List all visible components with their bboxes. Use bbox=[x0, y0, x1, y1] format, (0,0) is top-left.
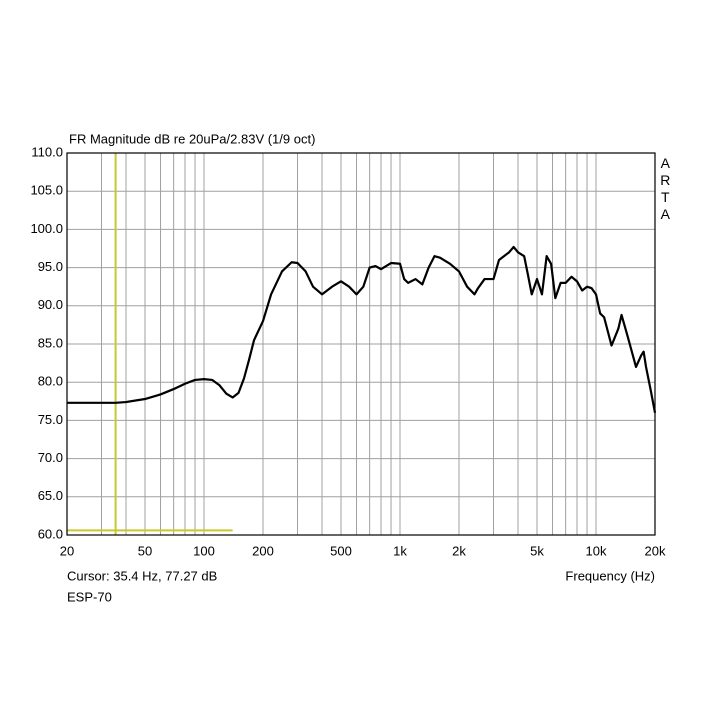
y-tick-label: 70.0 bbox=[38, 450, 63, 465]
y-tick-label: 110.0 bbox=[31, 144, 63, 159]
response-curve bbox=[67, 245, 657, 413]
x-tick-label: 500 bbox=[330, 543, 352, 558]
cursor-readout: Cursor: 35.4 Hz, 77.27 dB bbox=[67, 568, 217, 583]
y-tick-label: 80.0 bbox=[38, 374, 63, 389]
y-tick-label: 65.0 bbox=[38, 488, 63, 503]
chart-title: FR Magnitude dB re 20uPa/2.83V (1/9 oct) bbox=[69, 131, 315, 146]
y-tick-label: 85.0 bbox=[38, 335, 63, 350]
y-tick-label: 100.0 bbox=[30, 221, 63, 236]
watermark: ARTA bbox=[657, 155, 673, 223]
device-name: ESP-70 bbox=[67, 589, 112, 604]
x-axis-label: Frequency (Hz) bbox=[565, 568, 655, 583]
x-tick-label: 5k bbox=[530, 543, 544, 558]
x-tick-label: 200 bbox=[252, 543, 274, 558]
x-tick-label: 1k bbox=[393, 543, 407, 558]
plot-frame bbox=[66, 152, 656, 536]
x-tick-label: 20 bbox=[60, 543, 74, 558]
y-tick-label: 90.0 bbox=[38, 297, 63, 312]
x-tick-label: 20k bbox=[645, 543, 666, 558]
y-tick-label: 75.0 bbox=[38, 412, 63, 427]
y-tick-label: 60.0 bbox=[38, 526, 63, 541]
x-tick-label: 2k bbox=[452, 543, 466, 558]
y-tick-label: 105.0 bbox=[30, 183, 63, 198]
x-tick-label: 10k bbox=[586, 543, 607, 558]
x-tick-label: 50 bbox=[138, 543, 152, 558]
x-tick-label: 100 bbox=[193, 543, 215, 558]
y-tick-label: 95.0 bbox=[38, 259, 63, 274]
